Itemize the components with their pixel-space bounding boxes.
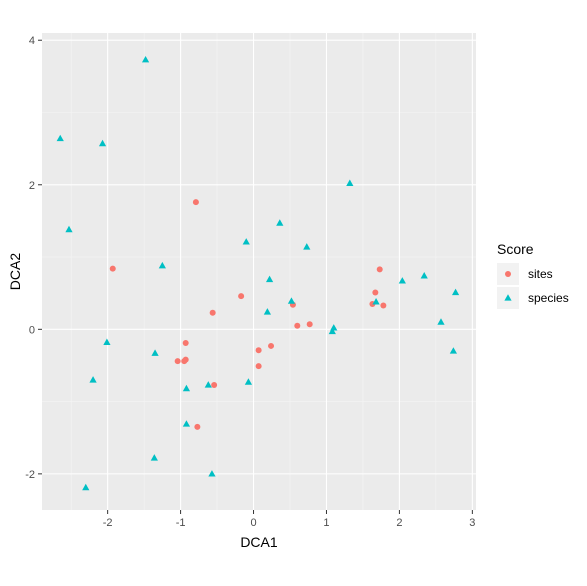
y-tick-label: 0 xyxy=(29,324,35,336)
species-point xyxy=(372,298,380,305)
species-point xyxy=(98,139,107,147)
species-point xyxy=(82,483,90,491)
data-points xyxy=(56,55,460,491)
legend-title: Score xyxy=(497,241,534,257)
legend-label-species: species xyxy=(528,291,569,305)
major-gridlines xyxy=(42,33,476,510)
species-point xyxy=(263,308,271,315)
species-point xyxy=(330,324,338,331)
x-tick-label: 0 xyxy=(250,517,256,529)
legend-items: sites species xyxy=(497,263,569,309)
species-point xyxy=(265,275,274,283)
species-point xyxy=(398,277,406,284)
sites-point xyxy=(255,347,262,354)
species-point xyxy=(151,349,159,356)
sites-point xyxy=(182,340,189,347)
species-point xyxy=(303,243,311,250)
sites-point xyxy=(268,342,275,349)
species-point xyxy=(182,420,191,427)
legend: Score sites species xyxy=(497,241,569,309)
x-tick-label: 3 xyxy=(469,517,475,529)
minor-gridlines xyxy=(42,33,476,510)
sites-point xyxy=(380,302,387,309)
x-tick-label: 2 xyxy=(396,517,402,529)
species-point xyxy=(141,55,150,63)
species-point xyxy=(437,318,445,325)
sites-point xyxy=(238,293,245,300)
species-point xyxy=(451,288,460,296)
x-axis-title: DCA1 xyxy=(240,534,278,550)
y-tick-label: -2 xyxy=(25,469,35,481)
sites-point xyxy=(255,363,262,370)
species-point xyxy=(346,179,354,186)
species-point xyxy=(420,272,428,279)
species-point xyxy=(328,327,336,335)
sites-point xyxy=(182,356,189,363)
x-tick-label: -2 xyxy=(103,517,113,529)
y-tick-label: 4 xyxy=(29,35,35,47)
species-point xyxy=(89,376,97,383)
species-point xyxy=(204,381,212,388)
species-point xyxy=(287,297,296,304)
sites-point xyxy=(174,358,181,365)
species-point xyxy=(103,338,111,345)
x-axis: -2 -1 0 1 2 3 xyxy=(103,510,475,529)
species-point xyxy=(65,225,73,233)
x-tick-label: 1 xyxy=(323,517,329,529)
species-point xyxy=(208,470,216,477)
species-point xyxy=(150,454,158,461)
species-point xyxy=(449,347,457,354)
y-tick-label: 2 xyxy=(29,180,35,192)
species-point xyxy=(182,384,191,392)
legend-key-species xyxy=(504,294,512,301)
sites-point xyxy=(211,381,218,388)
y-axis-title: DCA2 xyxy=(7,253,23,291)
species-point xyxy=(276,219,284,226)
sites-point xyxy=(109,265,116,272)
species-point xyxy=(56,134,64,142)
sites-point xyxy=(209,309,216,316)
sites-point xyxy=(192,199,199,206)
y-axis: -2 0 2 4 xyxy=(25,35,42,481)
sites-point xyxy=(194,423,201,430)
legend-key-sites xyxy=(505,271,511,277)
sites-point xyxy=(376,266,383,273)
species-point xyxy=(242,238,250,245)
sites-point xyxy=(306,321,313,328)
sites-point xyxy=(372,289,379,296)
x-tick-label: -1 xyxy=(176,517,186,529)
sites-point xyxy=(294,322,301,329)
legend-label-sites: sites xyxy=(528,267,553,281)
species-point xyxy=(158,261,166,269)
species-point xyxy=(244,378,253,385)
